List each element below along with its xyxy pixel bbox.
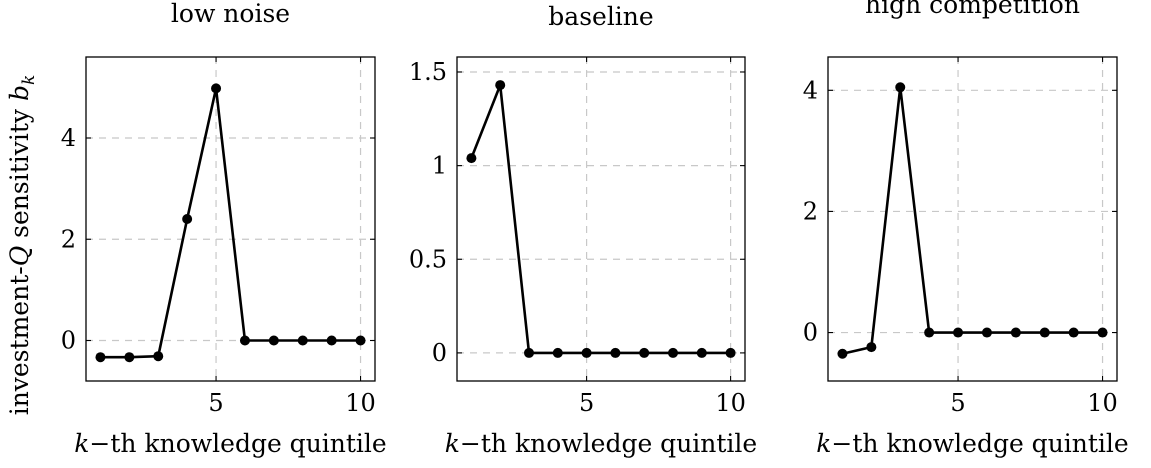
chart-panel-2: 5 10 0 0.5 1 1.5 baseline k−th knowledge quinti… — [409, 2, 757, 458]
data-point — [668, 347, 678, 358]
data-point — [924, 327, 935, 338]
data-point — [495, 80, 506, 91]
panel-title: baseline — [548, 2, 653, 31]
data-point — [268, 335, 279, 346]
plot-frame — [456, 56, 746, 382]
data-point — [866, 342, 877, 353]
data-point — [239, 335, 250, 346]
y-tick-label: 4 — [61, 124, 76, 152]
x-axis-label: k−th knowledge quintile — [74, 429, 386, 458]
data-point — [837, 348, 848, 359]
data-point — [895, 82, 906, 93]
x-tick-label: 5 — [208, 389, 223, 417]
data-point — [981, 327, 992, 338]
plot-frame — [85, 56, 376, 382]
x-tick-label: 5 — [950, 389, 965, 417]
data-point — [326, 335, 337, 346]
y-tick-label: 0.5 — [409, 245, 447, 273]
data-point — [1039, 327, 1050, 338]
x-tick-label: 10 — [345, 389, 376, 417]
data-point — [153, 351, 164, 362]
data-point — [1068, 327, 1079, 338]
data-point — [581, 347, 592, 358]
x-axis-label: k−th knowledge quintile — [445, 429, 757, 458]
panel-title: high competition — [865, 0, 1080, 19]
series-line — [470, 83, 731, 355]
data-point — [297, 335, 308, 346]
data-point — [552, 347, 563, 358]
series-line — [842, 85, 1103, 356]
data-point — [524, 347, 534, 358]
figure-ylabel: investment-Q sensitivity bk — [5, 75, 39, 416]
data-point — [610, 347, 621, 358]
series-line — [100, 87, 361, 359]
x-tick-label: 10 — [715, 389, 746, 417]
data-point — [95, 352, 106, 363]
y-tick-label: 0 — [803, 319, 818, 347]
y-tick-label: 1.5 — [409, 58, 447, 86]
x-axis-label: k−th knowledge quintile — [816, 429, 1128, 458]
panel-title: low noise — [171, 0, 290, 28]
chart-panel-1: 5 10 0 2 4 low noise k−th knowledge quintile — [61, 0, 387, 458]
data-point — [696, 347, 707, 358]
x-tick-label: 5 — [579, 389, 594, 417]
data-point — [355, 335, 366, 346]
data-point — [639, 347, 650, 358]
data-point — [466, 153, 477, 164]
y-tick-label: 2 — [803, 197, 818, 225]
data-point — [725, 347, 736, 358]
data-point — [182, 214, 193, 224]
y-tick-label: 0 — [61, 327, 76, 355]
x-tick-label: 10 — [1087, 389, 1118, 417]
data-point — [953, 327, 964, 338]
data-point — [1097, 327, 1108, 338]
data-point — [1010, 327, 1021, 338]
data-point — [211, 83, 222, 94]
y-tick-label: 0 — [432, 339, 447, 367]
chart-panel-3: 5 10 0 2 4 high competition k−th knowledge qui… — [803, 0, 1129, 458]
plot-frame — [827, 56, 1118, 382]
y-tick-label: 1 — [432, 152, 447, 180]
y-tick-label: 2 — [61, 225, 76, 253]
data-point — [124, 352, 135, 363]
y-tick-label: 4 — [803, 76, 818, 104]
